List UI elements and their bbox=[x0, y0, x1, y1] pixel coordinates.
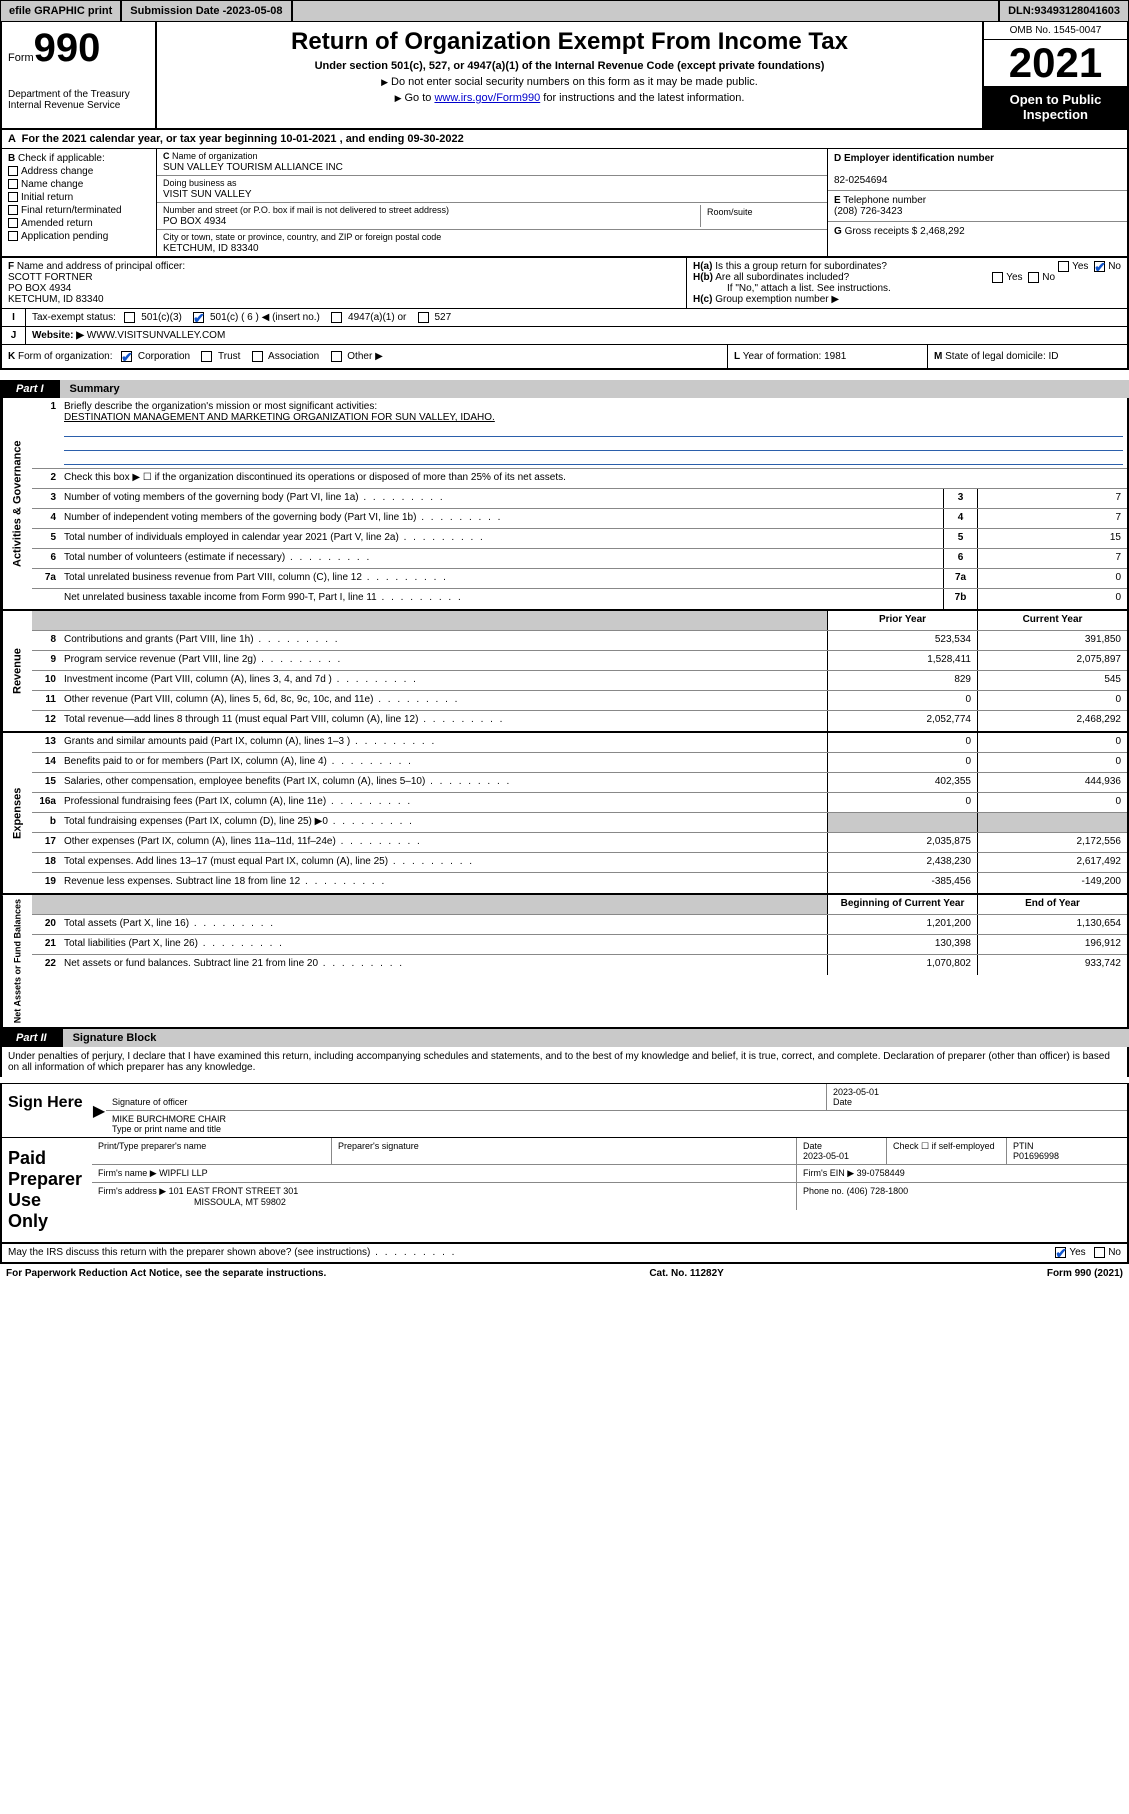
row-16a: 16aProfessional fundraising fees (Part I… bbox=[32, 793, 1127, 813]
checkbox-final-return-terminated[interactable]: Final return/terminated bbox=[8, 205, 150, 216]
fh-row: F Name and address of principal officer:… bbox=[0, 258, 1129, 309]
gov-row-7b: Net unrelated business taxable income fr… bbox=[32, 589, 1127, 609]
checkbox-amended-return[interactable]: Amended return bbox=[8, 218, 150, 229]
website: WWW.VISITSUNVALLEY.COM bbox=[87, 330, 226, 341]
part1-bar: Part I Summary bbox=[0, 380, 1129, 398]
note-ssn: Do not enter social security numbers on … bbox=[391, 76, 758, 88]
row-b: bTotal fundraising expenses (Part IX, co… bbox=[32, 813, 1127, 833]
row-21: 21Total liabilities (Part X, line 26)130… bbox=[32, 935, 1127, 955]
org-form-0[interactable]: Corporation bbox=[118, 351, 198, 362]
street: PO BOX 4934 bbox=[163, 216, 226, 227]
row-14: 14Benefits paid to or for members (Part … bbox=[32, 753, 1127, 773]
vtab-exp: Expenses bbox=[2, 733, 32, 893]
row-22: 22Net assets or fund balances. Subtract … bbox=[32, 955, 1127, 975]
vtab-na: Net Assets or Fund Balances bbox=[2, 895, 32, 1027]
phone: (208) 726-3423 bbox=[834, 206, 902, 217]
checkbox-application-pending[interactable]: Application pending bbox=[8, 231, 150, 242]
j-row: J Website: ▶ WWW.VISITSUNVALLEY.COM bbox=[0, 327, 1129, 345]
tax-year: 2021 bbox=[984, 40, 1127, 86]
checkbox-initial-return[interactable]: Initial return bbox=[8, 192, 150, 203]
identity-block: B Check if applicable: Address changeNam… bbox=[0, 149, 1129, 258]
subtitle: Under section 501(c), 527, or 4947(a)(1)… bbox=[167, 60, 972, 72]
sign-here-label: Sign Here bbox=[2, 1084, 92, 1137]
officer-sig-name: MIKE BURCHMORE CHAIR bbox=[112, 1114, 226, 1124]
firm-name: WIPFLI LLP bbox=[159, 1168, 208, 1178]
klm-row: K Form of organization: Corporation Trus… bbox=[0, 345, 1129, 370]
gov-row-5: 5Total number of individuals employed in… bbox=[32, 529, 1127, 549]
form-id-box: Form990 Department of the Treasury Inter… bbox=[2, 22, 157, 128]
org-form-3[interactable]: Other ▶ bbox=[328, 351, 392, 362]
org-form-1[interactable]: Trust bbox=[198, 351, 248, 362]
open-public: Open to Public Inspection bbox=[984, 86, 1127, 128]
vtab-gov: Activities & Governance bbox=[2, 398, 32, 609]
gov-row-6: 6Total number of volunteers (estimate if… bbox=[32, 549, 1127, 569]
dba: VISIT SUN VALLEY bbox=[163, 189, 252, 200]
city: KETCHUM, ID 83340 bbox=[163, 243, 259, 254]
section-b: B Check if applicable: Address changeNam… bbox=[2, 149, 157, 256]
org-form-2[interactable]: Association bbox=[249, 351, 328, 362]
tax-status-0[interactable]: 501(c)(3) bbox=[121, 312, 190, 323]
part2-bar: Part II Signature Block bbox=[0, 1029, 1129, 1047]
ptin: P01696998 bbox=[1013, 1151, 1059, 1161]
gov-row-7a: 7aTotal unrelated business revenue from … bbox=[32, 569, 1127, 589]
row-15: 15Salaries, other compensation, employee… bbox=[32, 773, 1127, 793]
section-deg: D Employer identification number82-02546… bbox=[827, 149, 1127, 256]
tax-status-3[interactable]: 527 bbox=[415, 312, 460, 323]
line-a: A For the 2021 calendar year, or tax yea… bbox=[0, 130, 1129, 149]
gov-row-3: 3Number of voting members of the governi… bbox=[32, 489, 1127, 509]
row-18: 18Total expenses. Add lines 13–17 (must … bbox=[32, 853, 1127, 873]
row-17: 17Other expenses (Part IX, column (A), l… bbox=[32, 833, 1127, 853]
row-12: 12Total revenue—add lines 8 through 11 (… bbox=[32, 711, 1127, 731]
section-c: C Name of organizationSUN VALLEY TOURISM… bbox=[157, 149, 827, 256]
form-header: Form990 Department of the Treasury Inter… bbox=[0, 22, 1129, 130]
form-title: Return of Organization Exempt From Incom… bbox=[167, 28, 972, 56]
vtab-rev: Revenue bbox=[2, 611, 32, 731]
footer: For Paperwork Reduction Act Notice, see … bbox=[0, 1264, 1129, 1283]
tax-status-2[interactable]: 4947(a)(1) or bbox=[328, 312, 414, 323]
header-title-box: Return of Organization Exempt From Incom… bbox=[157, 22, 982, 128]
perjury-text: Under penalties of perjury, I declare th… bbox=[0, 1047, 1129, 1077]
i-row: I Tax-exempt status: 501(c)(3) 501(c) ( … bbox=[0, 309, 1129, 327]
header-right: OMB No. 1545-0047 2021 Open to Public In… bbox=[982, 22, 1127, 128]
efile-btn[interactable]: efile GRAPHIC print bbox=[0, 0, 121, 22]
signature-block: Sign Here ▶ Signature of officer 2023-05… bbox=[0, 1083, 1129, 1244]
checkbox-name-change[interactable]: Name change bbox=[8, 179, 150, 190]
exp-section: Expenses 13Grants and similar amounts pa… bbox=[0, 733, 1129, 895]
discuss-row: May the IRS discuss this return with the… bbox=[0, 1244, 1129, 1263]
paid-preparer-label: Paid Preparer Use Only bbox=[2, 1138, 92, 1242]
ein: 82-0254694 bbox=[834, 175, 887, 186]
top-bar: efile GRAPHIC print Submission Date - 20… bbox=[0, 0, 1129, 22]
org-name: SUN VALLEY TOURISM ALLIANCE INC bbox=[163, 162, 343, 173]
dln: DLN: 93493128041603 bbox=[999, 0, 1129, 22]
irs-link[interactable]: www.irs.gov/Form990 bbox=[434, 92, 540, 104]
spacer bbox=[292, 0, 1000, 22]
dept-text: Department of the Treasury Internal Reve… bbox=[8, 89, 149, 111]
mission: DESTINATION MANAGEMENT AND MARKETING ORG… bbox=[64, 412, 495, 423]
gross-receipts: 2,468,292 bbox=[920, 226, 965, 237]
row-11: 11Other revenue (Part VIII, column (A), … bbox=[32, 691, 1127, 711]
submission-date: Submission Date - 2023-05-08 bbox=[121, 0, 291, 22]
officer-name: SCOTT FORTNER bbox=[8, 272, 93, 283]
row-13: 13Grants and similar amounts paid (Part … bbox=[32, 733, 1127, 753]
tax-status-1[interactable]: 501(c) ( 6 ) ◀ (insert no.) bbox=[190, 312, 328, 323]
row-8: 8Contributions and grants (Part VIII, li… bbox=[32, 631, 1127, 651]
na-section: Net Assets or Fund Balances Beginning of… bbox=[0, 895, 1129, 1029]
gov-section: Activities & Governance 1Briefly describ… bbox=[0, 398, 1129, 611]
row-19: 19Revenue less expenses. Subtract line 1… bbox=[32, 873, 1127, 893]
checkbox-address-change[interactable]: Address change bbox=[8, 166, 150, 177]
rev-section: Revenue Prior YearCurrent Year 8Contribu… bbox=[0, 611, 1129, 733]
gov-row-4: 4Number of independent voting members of… bbox=[32, 509, 1127, 529]
row-9: 9Program service revenue (Part VIII, lin… bbox=[32, 651, 1127, 671]
omb: OMB No. 1545-0047 bbox=[984, 22, 1127, 40]
row-10: 10Investment income (Part VIII, column (… bbox=[32, 671, 1127, 691]
row-20: 20Total assets (Part X, line 16)1,201,20… bbox=[32, 915, 1127, 935]
